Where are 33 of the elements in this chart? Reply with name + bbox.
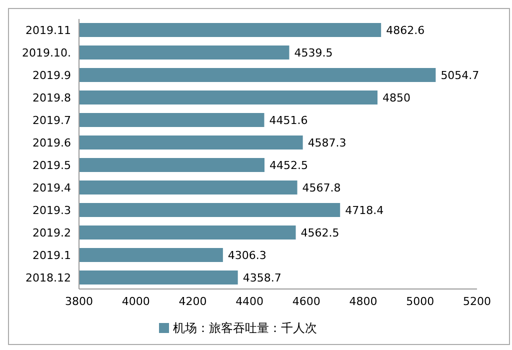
y-tick-label: 2019.10. (22, 46, 71, 60)
data-label: 4358.7 (242, 271, 282, 284)
data-label: 4306.3 (228, 248, 266, 262)
x-tick-label: 4400 (236, 294, 264, 308)
data-label: 4862.6 (386, 24, 425, 37)
x-tick-label: 4600 (292, 294, 320, 308)
x-tick-label: 5000 (406, 294, 434, 308)
y-tick-label: 2019.11 (26, 24, 71, 38)
data-label: 4539.5 (294, 46, 333, 60)
y-tick-label: 2019.8 (32, 92, 71, 105)
y-tick-label: 2019.3 (32, 204, 71, 218)
y-tick-label: 2019.4 (32, 182, 71, 195)
data-label: 4567.8 (302, 181, 341, 194)
data-label: 5054.7 (440, 68, 480, 82)
y-tick-label: 2019.9 (32, 69, 71, 82)
data-label: 4850 (382, 91, 410, 104)
y-tick-label: 2019.7 (32, 114, 71, 128)
y-tick-label: 2018.12 (26, 272, 71, 285)
x-tick-label: 4200 (178, 294, 207, 308)
data-label: 4562.5 (300, 226, 340, 240)
legend-label: 机场：旅客吞吐量：千人次 (173, 321, 317, 335)
y-tick-label: 2019.2 (32, 226, 71, 240)
y-tick-label: 2019.5 (32, 159, 71, 172)
data-label: 4451.6 (269, 114, 308, 127)
x-tick-label: 5200 (463, 294, 491, 308)
y-tick-label: 2019.6 (32, 136, 71, 150)
x-tick-label: 4800 (349, 294, 378, 308)
data-label: 4587.3 (308, 136, 346, 150)
x-tick-label: 3800 (65, 294, 93, 308)
x-tick-label: 4000 (122, 294, 150, 308)
data-label: 4718.4 (345, 204, 384, 217)
data-label: 4452.5 (269, 158, 308, 172)
y-tick-label: 2019.1 (32, 249, 71, 262)
